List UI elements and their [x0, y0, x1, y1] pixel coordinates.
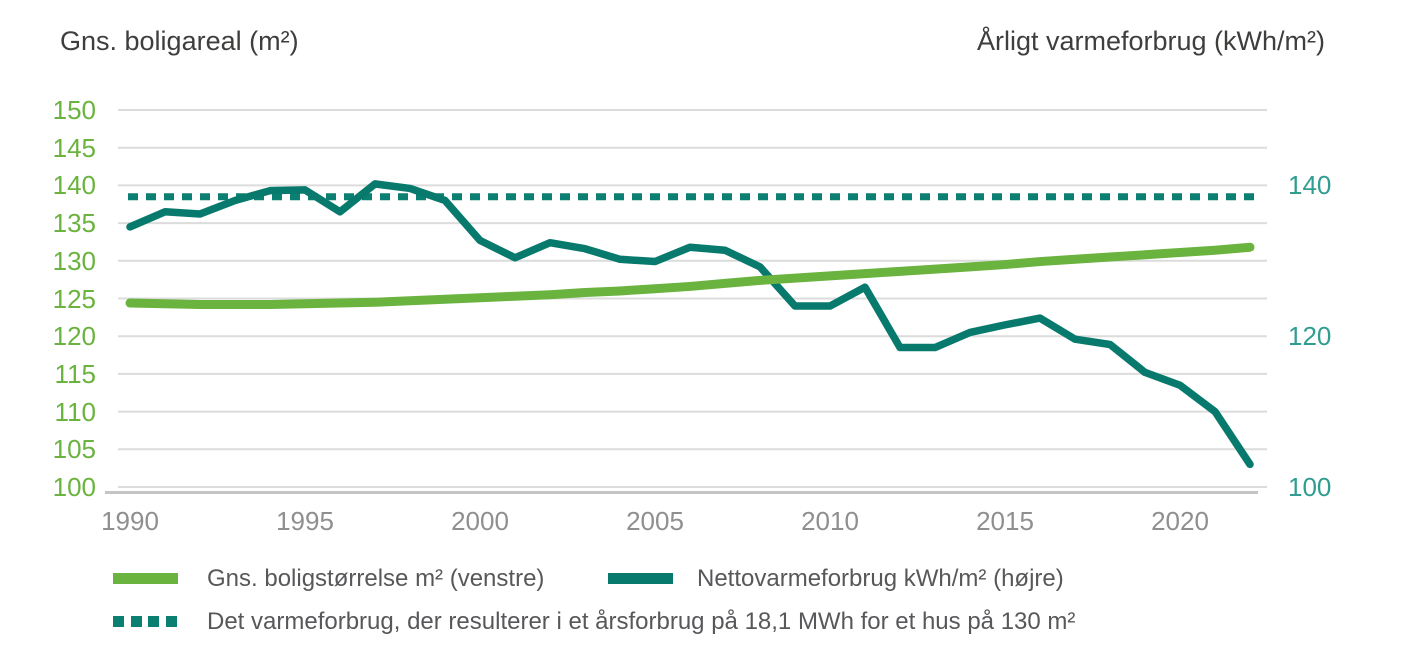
x-axis-tick-label: 1990	[101, 506, 159, 536]
y-axis-left-tick-label: 105	[52, 434, 96, 465]
y-axis-right-tick-label: 100	[1288, 472, 1332, 502]
y-axis-left-tick-label: 100	[52, 472, 96, 502]
legend-label-nettovarmeforbrug: Nettovarmeforbrug kWh/m² (højre)	[697, 565, 1064, 592]
legend-swatch-teal-line	[608, 573, 673, 584]
x-axis-tick-label: 2020	[1151, 506, 1209, 536]
y-axis-left-tick-label: 135	[52, 208, 96, 239]
x-axis-tick-label: 2000	[451, 506, 509, 536]
y-axis-left-tick-label: 110	[54, 396, 96, 427]
y-axis-right-tick-label: 140	[1288, 170, 1332, 201]
legend-swatch-dotted-line	[113, 616, 177, 627]
y-axis-left-tick-label: 120	[52, 321, 96, 352]
y-axis-right-tick-label: 120	[1288, 321, 1332, 352]
right-axis-title: Årligt varmeforbrug (kWh/m²)	[976, 26, 1325, 56]
legend-swatch-green-line	[113, 573, 178, 584]
y-axis-left-tick-label: 140	[52, 170, 96, 201]
y-axis-left-tick-label: 125	[52, 283, 96, 314]
x-axis-tick-label: 2005	[626, 506, 684, 536]
x-axis-tick-label: 1995	[276, 506, 334, 536]
legend-label-boligstorrelse: Gns. boligstørrelse m² (venstre)	[207, 565, 545, 592]
y-axis-left-tick-label: 145	[52, 132, 96, 163]
y-axis-left-tick-label: 130	[52, 245, 96, 276]
legend-label-reference-line: Det varmeforbrug, der resulterer i et år…	[207, 608, 1076, 635]
x-axis-tick-label: 2015	[976, 506, 1034, 536]
left-axis-title: Gns. boligareal (m²)	[60, 26, 299, 56]
x-axis-tick-label: 2010	[801, 506, 859, 536]
y-axis-left-tick-label: 150	[52, 95, 96, 125]
y-axis-left-tick-label: 115	[54, 358, 96, 389]
